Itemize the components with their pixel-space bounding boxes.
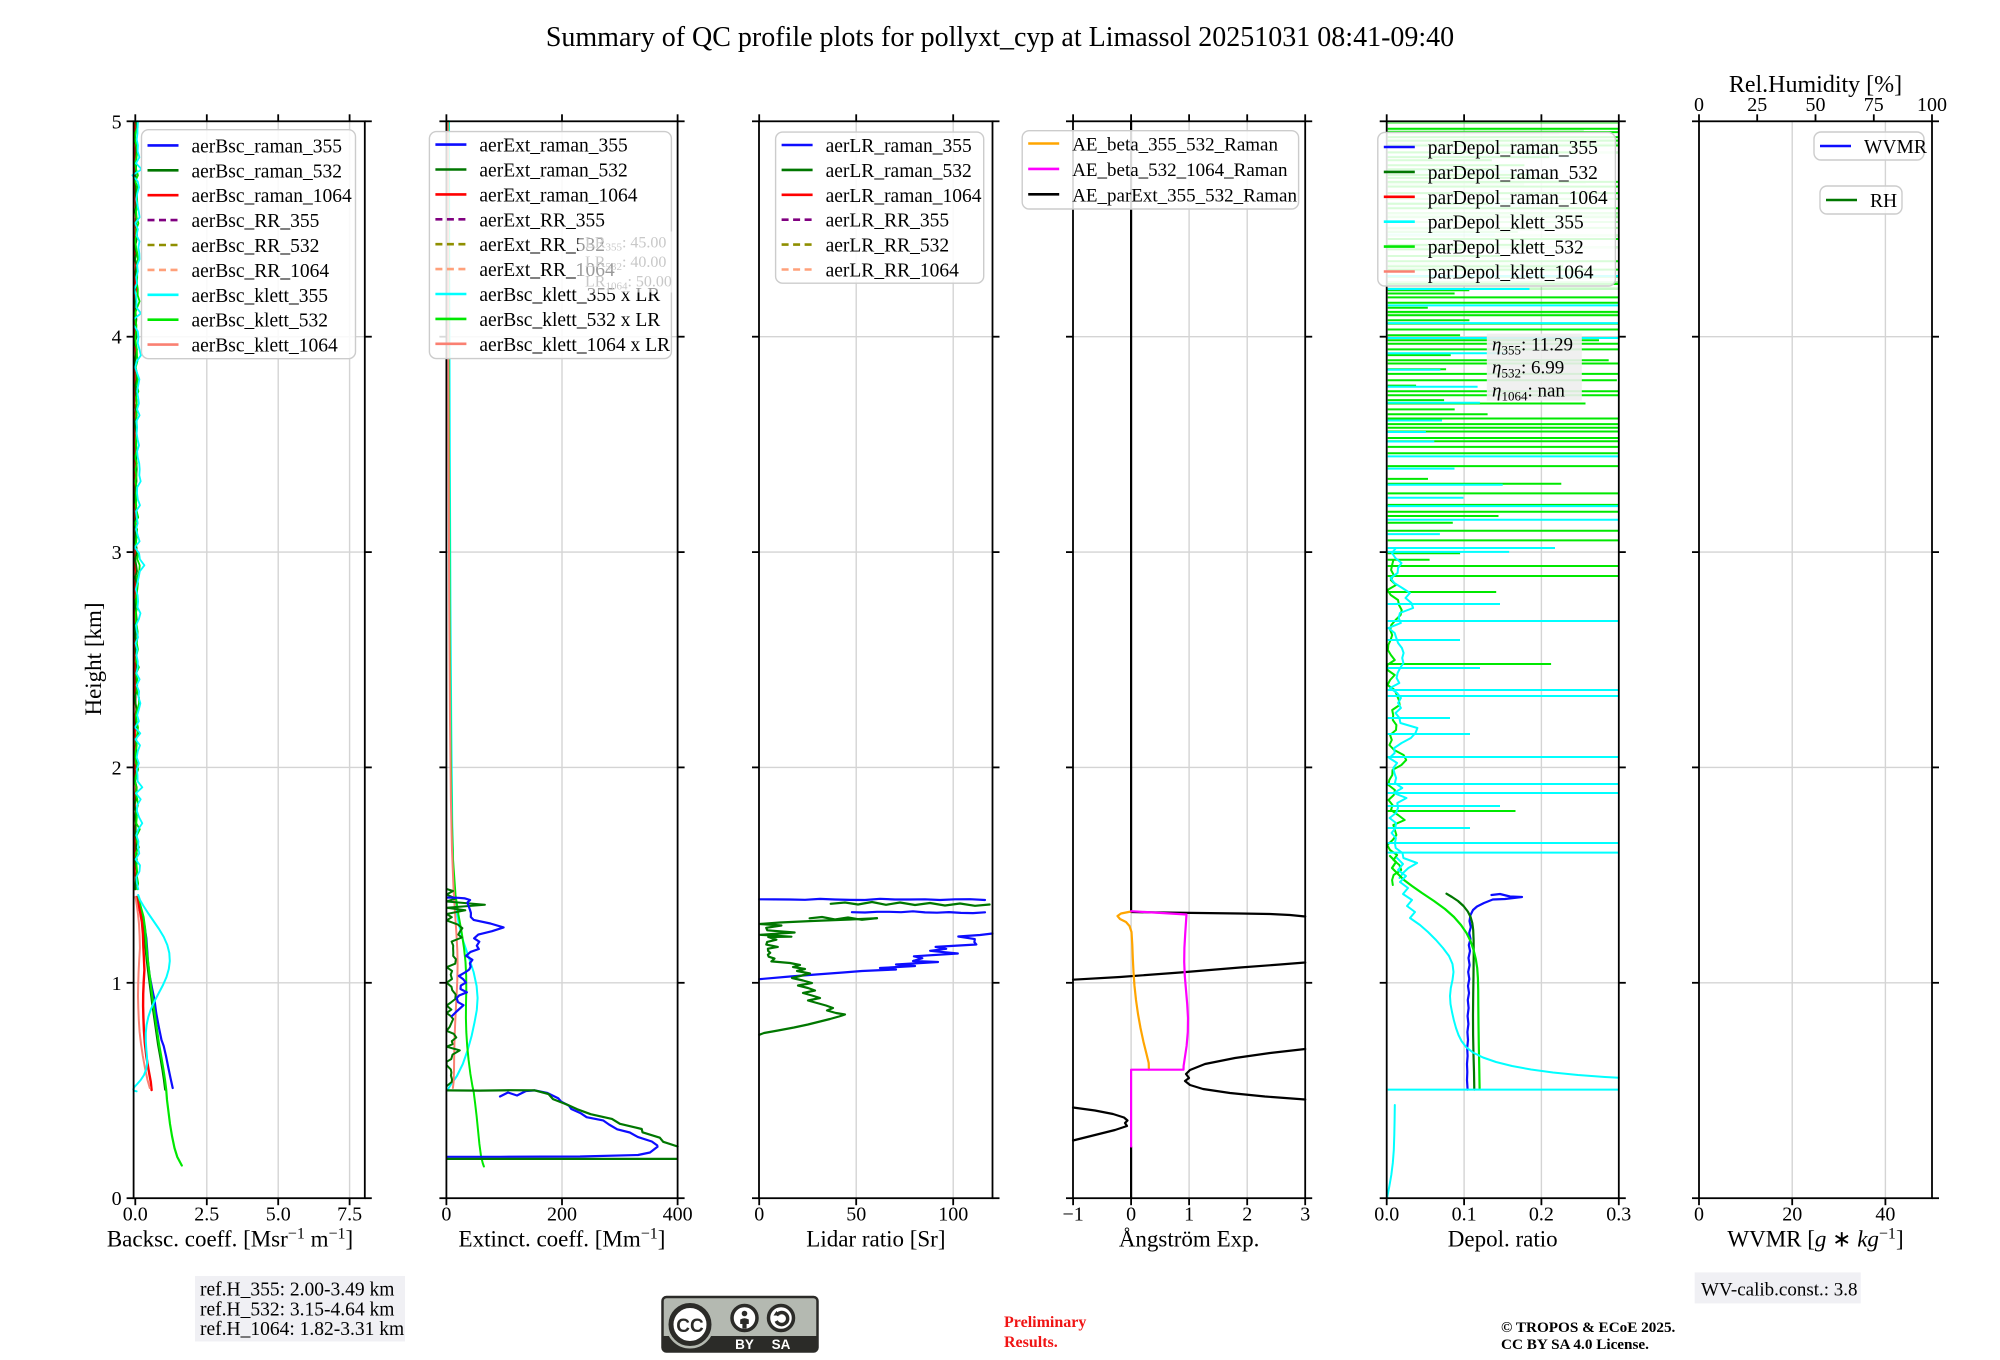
svg-text:0.1: 0.1: [1452, 1204, 1477, 1226]
svg-text:aerBsc_klett_1064 x LR: aerBsc_klett_1064 x LR: [479, 335, 670, 356]
svg-text:0: 0: [441, 1204, 451, 1226]
svg-text:100: 100: [938, 1204, 968, 1226]
svg-text:BY: BY: [735, 1337, 754, 1352]
svg-text:Ångström Exp.: Ångström Exp.: [1119, 1227, 1260, 1252]
svg-text:100: 100: [1917, 94, 1947, 116]
svg-text:0: 0: [1126, 1204, 1136, 1226]
svg-text:aerLR_RR_1064: aerLR_RR_1064: [826, 261, 959, 282]
svg-text:LR1064: 50.00: LR1064: 50.00: [585, 274, 672, 293]
svg-text:0.3: 0.3: [1606, 1204, 1631, 1226]
svg-text:AE_beta_532_1064_Raman: AE_beta_532_1064_Raman: [1072, 160, 1288, 181]
svg-text:0: 0: [754, 1204, 764, 1226]
svg-text:0.0: 0.0: [1374, 1204, 1399, 1226]
svg-text:3: 3: [1300, 1204, 1310, 1226]
svg-text:aerLR_raman_1064: aerLR_raman_1064: [826, 186, 982, 207]
svg-text:WVMR [g ∗ kg−1]: WVMR [g ∗ kg−1]: [1727, 1226, 1903, 1252]
svg-text:aerBsc_klett_532: aerBsc_klett_532: [192, 311, 328, 332]
svg-text:SA: SA: [772, 1337, 791, 1352]
svg-text:η355: 11.29: η355: 11.29: [1492, 335, 1573, 358]
svg-text:20: 20: [1782, 1204, 1802, 1226]
svg-text:WV-calib.const.: 3.8: WV-calib.const.: 3.8: [1701, 1280, 1858, 1301]
svg-text:ref.H_355: 2.00-3.49 km: ref.H_355: 2.00-3.49 km: [200, 1280, 394, 1301]
svg-text:aerLR_RR_532: aerLR_RR_532: [826, 236, 949, 257]
svg-text:aerLR_raman_355: aerLR_raman_355: [826, 136, 972, 157]
svg-text:Backsc. coeff. [Msr−1 m−1]: Backsc. coeff. [Msr−1 m−1]: [107, 1226, 353, 1252]
svg-text:CC BY SA 4.0 License.: CC BY SA 4.0 License.: [1501, 1336, 1649, 1353]
svg-text:50: 50: [846, 1204, 866, 1226]
svg-text:aerExt_RR_532: aerExt_RR_532: [479, 235, 605, 256]
svg-text:0: 0: [1694, 1204, 1704, 1226]
svg-text:Results.: Results.: [1004, 1334, 1058, 1351]
svg-text:−1: −1: [1062, 1204, 1083, 1226]
svg-text:Height [km]: Height [km]: [81, 602, 106, 715]
svg-text:7.5: 7.5: [337, 1204, 362, 1226]
svg-text:4: 4: [112, 327, 122, 349]
svg-text:aerBsc_RR_355: aerBsc_RR_355: [192, 211, 320, 232]
svg-text:400: 400: [663, 1204, 693, 1226]
svg-text:5: 5: [112, 111, 122, 133]
svg-text:Summary of QC profile plots fo: Summary of QC profile plots for pollyxt_…: [546, 22, 1454, 53]
svg-text:2: 2: [1242, 1204, 1252, 1226]
svg-text:η532: 6.99: η532: 6.99: [1492, 358, 1564, 381]
svg-text:0.0: 0.0: [123, 1204, 148, 1226]
svg-text:WVMR: WVMR: [1864, 137, 1927, 158]
svg-text:parDepol_klett_532: parDepol_klett_532: [1428, 238, 1584, 259]
svg-text:aerBsc_klett_1064: aerBsc_klett_1064: [192, 336, 338, 357]
svg-text:aerBsc_klett_355: aerBsc_klett_355: [192, 286, 328, 307]
svg-text:Depol. ratio: Depol. ratio: [1448, 1227, 1558, 1252]
svg-text:aerExt_raman_1064: aerExt_raman_1064: [479, 185, 637, 206]
svg-text:CC: CC: [676, 1316, 704, 1337]
svg-text:η1064: nan: η1064: nan: [1492, 381, 1565, 404]
svg-text:parDepol_raman_355: parDepol_raman_355: [1428, 138, 1598, 159]
svg-text:Preliminary: Preliminary: [1004, 1314, 1086, 1331]
svg-text:0.2: 0.2: [1529, 1204, 1554, 1226]
svg-text:aerBsc_RR_532: aerBsc_RR_532: [192, 236, 320, 257]
svg-text:AE_beta_355_532_Raman: AE_beta_355_532_Raman: [1072, 135, 1278, 156]
svg-text:RH: RH: [1870, 191, 1897, 212]
svg-text:aerBsc_raman_532: aerBsc_raman_532: [192, 161, 343, 182]
svg-text:5.0: 5.0: [266, 1204, 291, 1226]
svg-text:aerExt_raman_355: aerExt_raman_355: [479, 136, 627, 157]
svg-text:2: 2: [112, 757, 122, 779]
svg-text:40: 40: [1875, 1204, 1895, 1226]
svg-text:0: 0: [1694, 94, 1704, 116]
svg-text:aerBsc_RR_1064: aerBsc_RR_1064: [192, 261, 330, 282]
svg-text:LR355: 45.00: LR355: 45.00: [585, 235, 666, 254]
svg-text:AE_parExt_355_532_Raman: AE_parExt_355_532_Raman: [1072, 185, 1297, 206]
svg-text:25: 25: [1747, 94, 1767, 116]
svg-text:aerLR_raman_532: aerLR_raman_532: [826, 161, 972, 182]
svg-text:aerBsc_klett_532 x LR: aerBsc_klett_532 x LR: [479, 310, 660, 331]
svg-text:0: 0: [112, 1188, 122, 1210]
svg-text:200: 200: [547, 1204, 577, 1226]
svg-text:parDepol_raman_1064: parDepol_raman_1064: [1428, 188, 1608, 209]
svg-text:aerExt_RR_355: aerExt_RR_355: [479, 210, 605, 231]
svg-text:3: 3: [112, 542, 122, 564]
svg-text:© TROPOS & ECoE 2025.: © TROPOS & ECoE 2025.: [1501, 1319, 1676, 1336]
svg-text:Rel.Humidity [%]: Rel.Humidity [%]: [1729, 72, 1902, 98]
svg-text:aerExt_raman_532: aerExt_raman_532: [479, 161, 627, 182]
svg-text:parDepol_klett_1064: parDepol_klett_1064: [1428, 263, 1594, 284]
svg-text:ref.H_1064: 1.82-3.31 km: ref.H_1064: 1.82-3.31 km: [200, 1319, 404, 1340]
svg-text:Extinct. coeff. [Mm−1]: Extinct. coeff. [Mm−1]: [459, 1226, 666, 1252]
svg-text:parDepol_raman_532: parDepol_raman_532: [1428, 163, 1598, 184]
svg-text:ref.H_532: 3.15-4.64 km: ref.H_532: 3.15-4.64 km: [200, 1299, 394, 1320]
svg-text:parDepol_klett_355: parDepol_klett_355: [1428, 213, 1584, 234]
svg-text:1: 1: [1184, 1204, 1194, 1226]
svg-text:aerLR_RR_355: aerLR_RR_355: [826, 211, 949, 232]
svg-text:50: 50: [1806, 94, 1826, 116]
svg-text:75: 75: [1864, 94, 1884, 116]
svg-text:aerBsc_raman_1064: aerBsc_raman_1064: [192, 186, 353, 207]
svg-text:2.5: 2.5: [194, 1204, 219, 1226]
svg-text:1: 1: [112, 973, 122, 995]
svg-text:aerBsc_raman_355: aerBsc_raman_355: [192, 136, 343, 157]
svg-text:LR532: 40.00: LR532: 40.00: [585, 254, 666, 273]
svg-text:Lidar ratio [Sr]: Lidar ratio [Sr]: [806, 1227, 945, 1252]
